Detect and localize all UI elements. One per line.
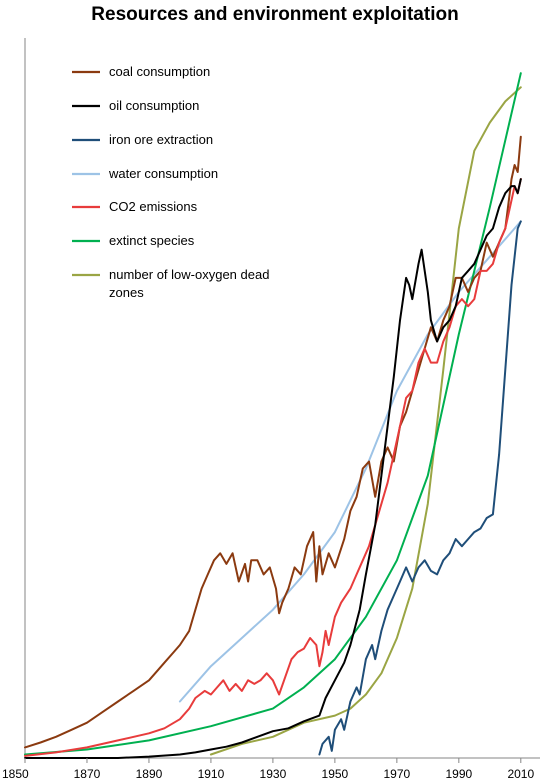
- legend-label: extinct species: [109, 233, 195, 248]
- series-line-oil-consumption: [24, 178, 522, 759]
- x-tick-label: 1990: [445, 767, 472, 781]
- series-line-number-of-low-oxygen-dead-zones: [209, 86, 522, 756]
- x-tick-label: 1890: [136, 767, 163, 781]
- series-line-water-consumption: [178, 220, 522, 703]
- x-tick-label: 1970: [384, 767, 411, 781]
- legend-label: oil consumption: [109, 98, 199, 113]
- legend-label: number of low-oxygen dead: [109, 267, 269, 282]
- legend-label: water consumption: [108, 166, 218, 181]
- x-tick-label: 1910: [198, 767, 225, 781]
- legend: coal consumption oil consumption iron ore …: [72, 64, 269, 300]
- x-tick-label: 2010: [507, 767, 534, 781]
- series-line-extinct-species: [24, 72, 522, 756]
- legend-label: coal consumption: [109, 64, 210, 79]
- x-tick-label: 1950: [322, 767, 349, 781]
- chart-axes: [24, 38, 540, 759]
- series-line-co2-emissions: [24, 178, 522, 757]
- x-axis-ticks: 1850 1870 1890 1910 1930 1950 1970 1990 2010: [2, 758, 534, 781]
- chart-title: Resources and environment exploitation: [91, 4, 459, 25]
- x-tick-label: 1870: [74, 767, 101, 781]
- legend-label: iron ore extraction: [109, 132, 213, 147]
- x-tick-label: 1930: [260, 767, 287, 781]
- x-tick-label: 1850: [2, 767, 29, 781]
- series-line-iron-ore-extraction: [318, 220, 522, 756]
- legend-label: CO2 emissions: [109, 199, 198, 214]
- legend-label: zones: [109, 285, 144, 300]
- series-layer: [24, 72, 522, 759]
- series-line-coal-consumption: [24, 135, 522, 749]
